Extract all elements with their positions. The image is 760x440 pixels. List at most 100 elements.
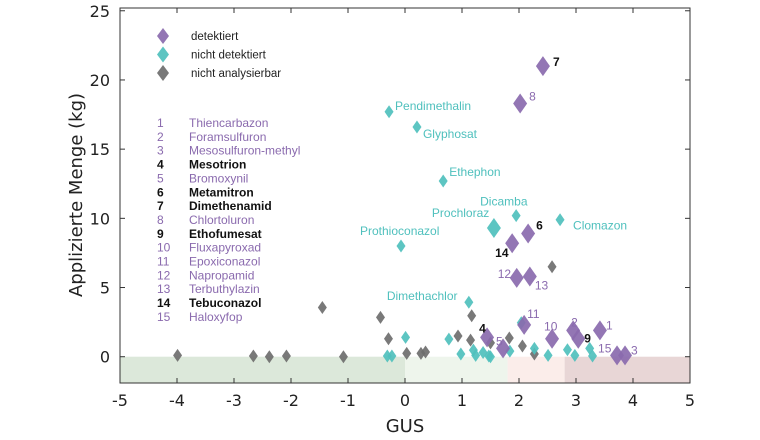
legend: detektiert nicht detektiert nicht analysie… [157, 28, 281, 81]
point-detektiert [618, 345, 633, 366]
point-label: Clomazon [573, 219, 627, 233]
y-tick-label: 20 [90, 71, 110, 90]
compound-number: 14 [157, 296, 171, 310]
point-label: 1 [606, 318, 613, 332]
x-tick-label: -4 [169, 391, 185, 410]
compound-number: 1 [157, 116, 164, 130]
point-nicht-analysierbar [504, 331, 514, 345]
point-nicht-detektiert [511, 209, 521, 223]
x-tick-label: 5 [685, 391, 695, 410]
point-labels: PendimethalinGlyphosatEthephonDicambaPro… [360, 55, 638, 357]
compound-number: 11 [157, 255, 170, 269]
x-axis-label: GUS [386, 416, 425, 437]
x-tick-label: 1 [457, 391, 467, 410]
compound-name: Fluxapyroxad [189, 241, 261, 255]
point-detektiert [513, 93, 528, 114]
point-label: Glyphosat [423, 127, 478, 141]
point-nicht-detektiert [464, 295, 474, 309]
y-tick-label: 25 [90, 2, 110, 21]
point-label: 6 [536, 219, 543, 233]
point-nicht-analysierbar [421, 345, 431, 359]
point-label: 4 [479, 321, 486, 335]
point-label: Prochloraz [432, 206, 489, 220]
point-nicht-analysierbar [248, 349, 258, 363]
point-label: 12 [498, 267, 512, 281]
point-nicht-detektiert [486, 350, 495, 364]
background-band [507, 356, 565, 383]
point-label: 7 [553, 55, 560, 69]
compound-name: Haloxyfop [189, 310, 243, 324]
compound-number: 9 [157, 227, 164, 241]
x-tick-label: 2 [514, 391, 524, 410]
point-nicht-analysierbar [547, 260, 557, 274]
y-axis-label: Applizierte Menge (kg) [66, 93, 87, 297]
point-nicht-detektiert [555, 213, 565, 227]
point-detektiert [496, 338, 511, 359]
point-nicht-detektiert [529, 341, 539, 355]
data-points [173, 56, 633, 366]
compound-name: Dimethenamid [189, 199, 272, 213]
point-label: 11 [527, 307, 540, 321]
point-nicht-detektiert [588, 349, 598, 363]
legend-marker-icon [157, 65, 169, 81]
point-nicht-analysierbar [317, 300, 327, 314]
compound-number: 2 [157, 130, 164, 144]
point-label: Dimethachlor [387, 289, 458, 303]
point-nicht-analysierbar [402, 346, 412, 360]
point-label: Prothioconazol [360, 224, 439, 238]
point-label: 13 [535, 278, 549, 292]
compound-number: 5 [157, 171, 164, 185]
point-label: 8 [529, 89, 536, 103]
point-label: 10 [544, 320, 558, 334]
compound-name: Epoxiconazol [189, 255, 260, 269]
compound-name: Thiencarbazon [189, 116, 268, 130]
background-band [120, 356, 405, 383]
point-nicht-detektiert [543, 348, 553, 362]
point-nicht-detektiert [396, 239, 406, 253]
point-nicht-analysierbar [383, 332, 393, 346]
point-detektiert [521, 223, 536, 244]
point-nicht-detektiert [486, 218, 501, 239]
point-label: Pendimethalin [395, 99, 471, 113]
x-tick-label: 3 [571, 391, 581, 410]
point-nicht-analysierbar [467, 309, 477, 323]
point-detektiert [592, 320, 607, 341]
point-nicht-detektiert [456, 347, 466, 361]
compound-name: Terbuthylazin [189, 282, 260, 296]
compound-name: Chlortoluron [189, 213, 254, 227]
x-tick-label: -2 [283, 391, 299, 410]
x-tick-label: 4 [628, 391, 638, 410]
legend-entry: nicht analysierbar [191, 68, 281, 80]
point-nicht-detektiert [384, 105, 394, 119]
point-label: 5 [496, 334, 503, 348]
point-label: 2 [571, 315, 578, 329]
point-nicht-analysierbar [173, 348, 183, 362]
point-nicht-detektiert [412, 120, 422, 134]
point-nicht-detektiert [562, 343, 572, 357]
compound-number: 13 [157, 282, 171, 296]
point-label: 14 [495, 246, 509, 260]
compound-number: 8 [157, 213, 164, 227]
legend-marker-icon [157, 46, 169, 63]
compound-number: 4 [157, 158, 164, 172]
point-nicht-analysierbar [338, 350, 348, 364]
point-label: Ethephon [449, 165, 500, 179]
point-nicht-detektiert [401, 330, 411, 344]
legend-entry: nicht detektiert [191, 50, 267, 62]
compound-number: 10 [157, 241, 171, 255]
y-tick-label: 10 [90, 209, 110, 228]
compound-list: 1 Thiencarbazon 2 Foramsulfuron 3 Mesosulfuro… [157, 116, 300, 324]
compound-number: 3 [157, 144, 164, 158]
compound-name: Metamitron [189, 185, 254, 199]
point-nicht-analysierbar [375, 310, 385, 324]
point-nicht-analysierbar [264, 350, 274, 364]
compound-number: 6 [157, 185, 164, 199]
compound-number: 15 [157, 310, 171, 324]
point-label: 9 [584, 332, 591, 346]
point-detektiert [517, 314, 532, 335]
legend-entry: detektiert [191, 31, 239, 43]
point-detektiert [571, 328, 586, 349]
x-tick-label: -5 [112, 391, 128, 410]
x-tick-label: -1 [340, 391, 356, 410]
